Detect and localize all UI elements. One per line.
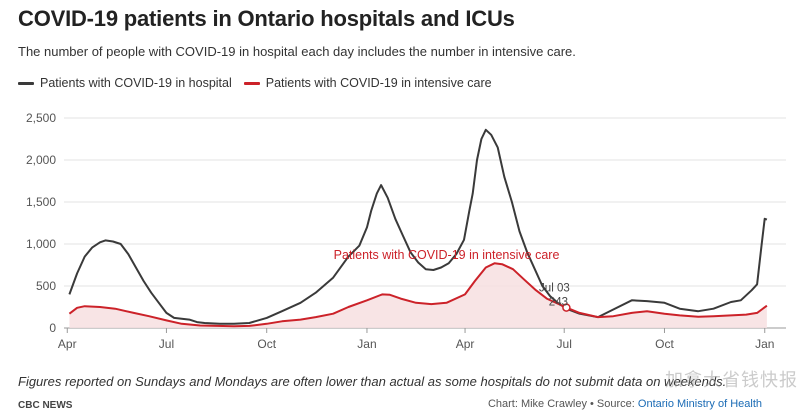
watermark: 加拿大省钱快报	[665, 370, 798, 390]
x-tick-label: Jan	[755, 337, 774, 351]
y-tick-label: 500	[36, 279, 56, 293]
hospital-series-line	[68, 128, 768, 325]
y-tick-label: 2,500	[26, 111, 56, 125]
source-prefix: Chart: Mike Crawley • Source:	[487, 398, 638, 410]
legend-swatch-hospital	[18, 81, 34, 85]
legend-item-hospital: Patients with COVID-19 in hospital	[18, 76, 232, 90]
footnote: Figures reported on Sundays and Mondays …	[18, 374, 727, 389]
x-tick-label: Oct	[655, 337, 674, 351]
source-link[interactable]: Ontario Ministry of Health	[637, 398, 762, 410]
chart-legend: Patients with COVID-19 in hospital Patie…	[18, 76, 504, 90]
y-tick-label: 2,000	[26, 153, 56, 167]
x-tick-label: Jan	[357, 337, 376, 351]
source-credit: Chart: Mike Crawley • Source: Ontario Mi…	[488, 398, 762, 410]
icu-area-fill	[69, 263, 767, 328]
brand-logo-text: CBC NEWS	[18, 400, 73, 411]
legend-label-hospital: Patients with COVID-19 in hospital	[40, 76, 232, 90]
legend-item-icu: Patients with COVID-19 in intensive care	[243, 76, 492, 90]
tooltip-point	[562, 303, 571, 312]
tooltip-value: 243	[549, 297, 568, 309]
x-tick-label: Jul	[557, 337, 572, 351]
chart-subtitle: The number of people with COVID-19 in ho…	[18, 44, 576, 59]
x-tick-label: Oct	[257, 337, 276, 351]
x-tick-label: Apr	[456, 337, 475, 351]
x-tick-label: Apr	[58, 337, 77, 351]
icu-inline-label: Patients with COVID-19 in intensive care	[334, 248, 560, 262]
legend-label-icu: Patients with COVID-19 in intensive care	[265, 76, 492, 90]
chart-title: COVID-19 patients in Ontario hospitals a…	[18, 6, 515, 31]
tooltip-date: Jul 03	[539, 283, 570, 295]
icu-series-line	[68, 262, 768, 328]
legend-swatch-icu	[243, 81, 260, 85]
line-chart: 0 500 1,000 1,500 2,000 2,500 Apr Jul Oct Jan Apr J…	[26, 111, 786, 351]
x-tick-label: Jul	[159, 337, 174, 351]
y-tick-label: 1,500	[26, 195, 56, 209]
y-tick-label: 0	[49, 321, 56, 335]
y-tick-label: 1,000	[26, 237, 56, 251]
